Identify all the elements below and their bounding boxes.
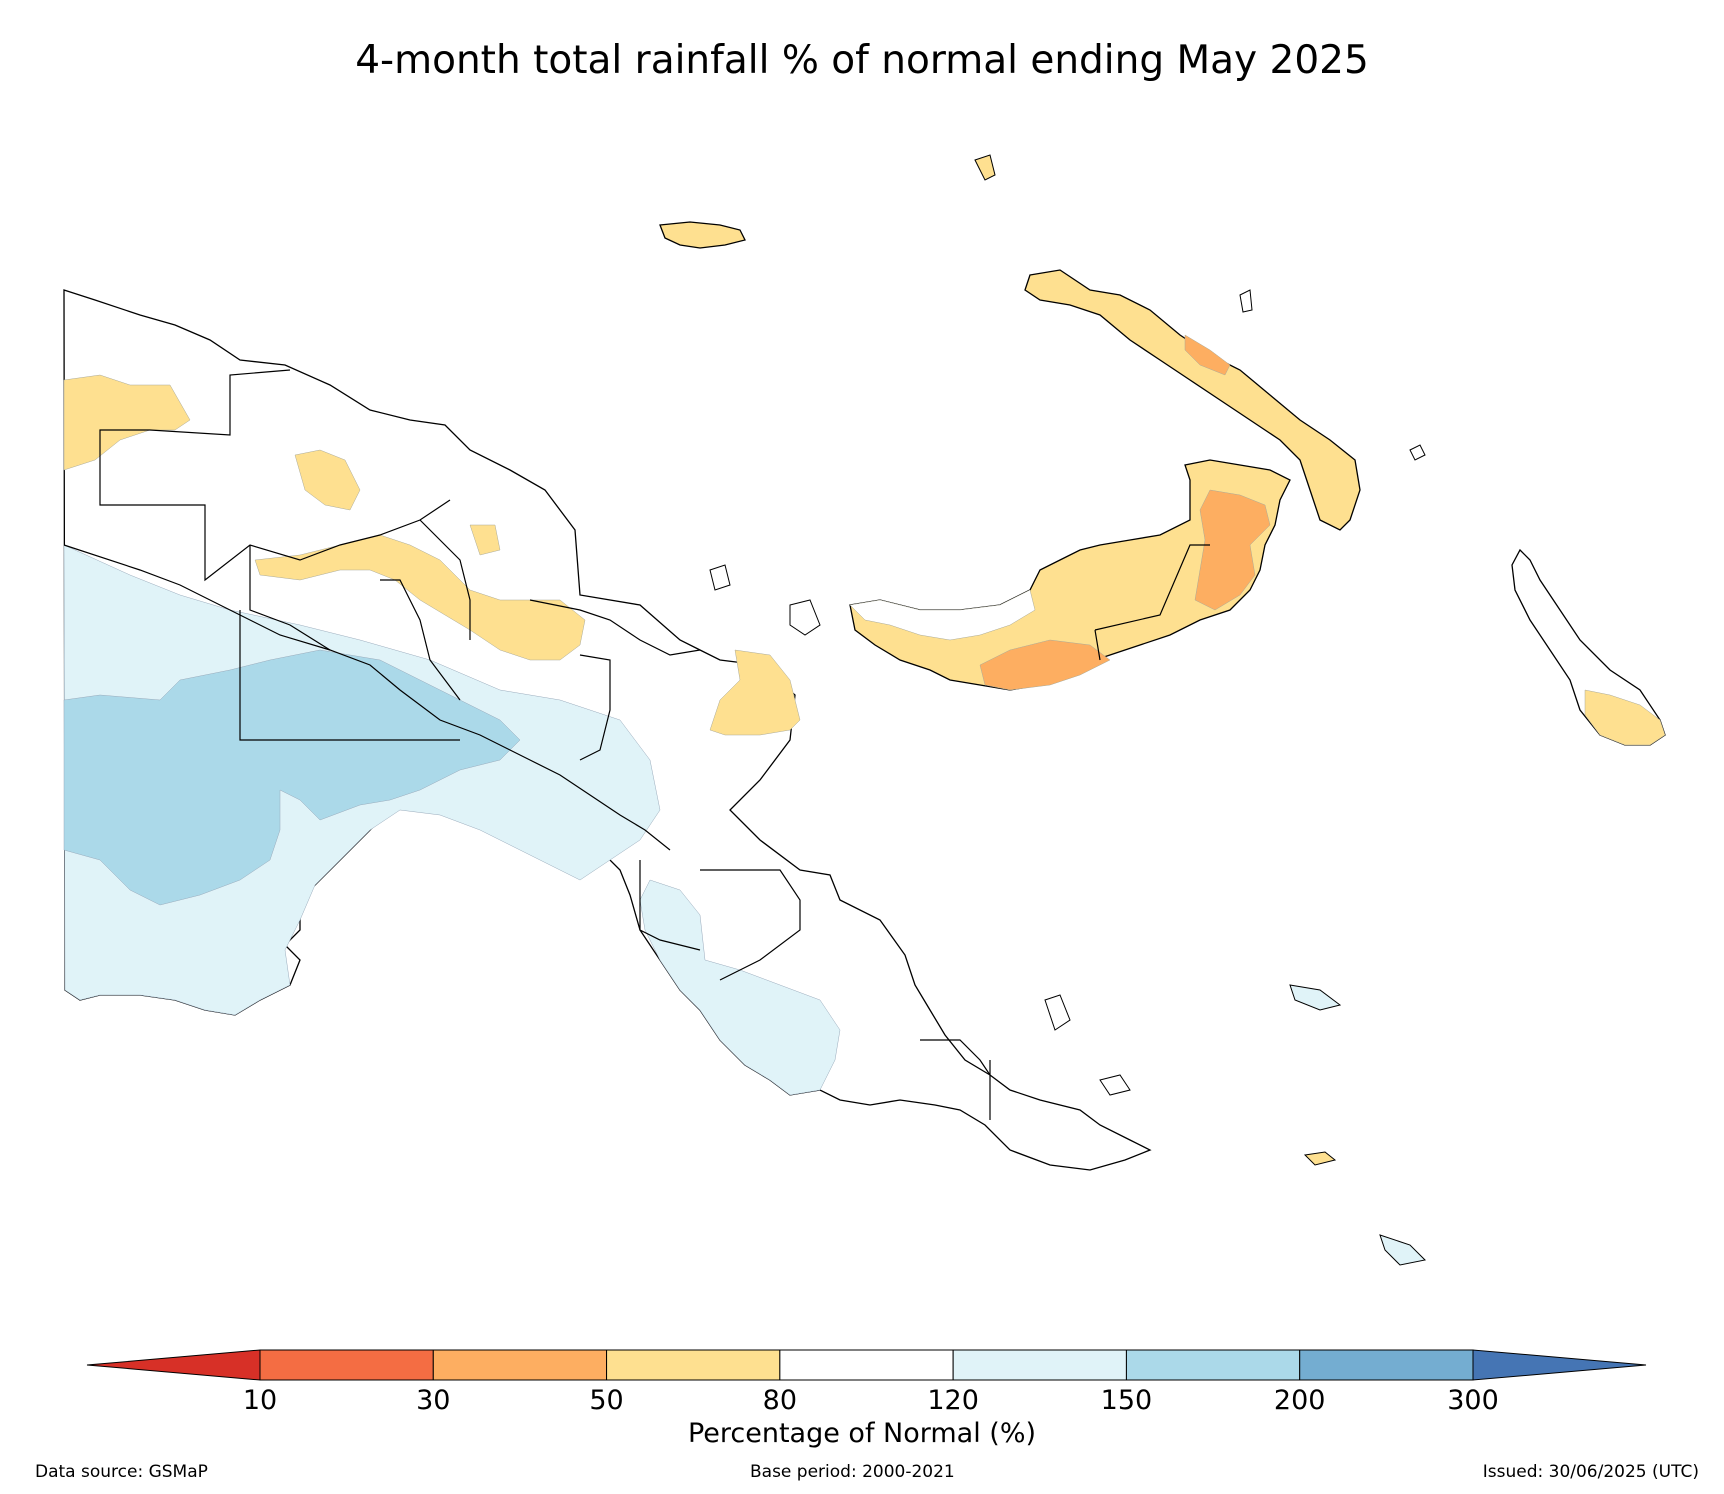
island xyxy=(1099,1074,1131,1096)
mainland-rainfall-shading xyxy=(63,374,841,1096)
colorbar-extend-low xyxy=(86,1349,261,1381)
colorbar-extend-high xyxy=(1472,1349,1647,1381)
issued-date: Issued: 30/06/2025 (UTC) xyxy=(1482,1462,1699,1482)
zone-50-80-north-c xyxy=(709,649,801,736)
colorbar-tick-label: 200 xyxy=(1273,1385,1326,1416)
border-line xyxy=(99,369,291,470)
colorbar-tick-label: 150 xyxy=(1100,1385,1153,1416)
colorbar-tick-label: 30 xyxy=(416,1385,451,1416)
zone-120-150-south xyxy=(639,879,841,1096)
provincial-boundaries xyxy=(63,369,991,1120)
border-line xyxy=(63,544,671,851)
island xyxy=(974,154,996,181)
bougainville-50-80 xyxy=(1584,689,1666,746)
island xyxy=(789,599,821,636)
zone-50-80-north-d xyxy=(469,524,501,556)
colorbar-swatch-10-30 xyxy=(259,1349,434,1381)
island xyxy=(1409,444,1426,461)
new-britain xyxy=(849,459,1291,691)
island xyxy=(1289,984,1342,1011)
colorbar-tick-label: 10 xyxy=(242,1385,278,1416)
border-line xyxy=(529,599,701,656)
colorbar-swatch-200-300 xyxy=(1299,1349,1474,1381)
base-period: Base period: 2000-2021 xyxy=(750,1462,955,1482)
new-ireland xyxy=(1024,269,1361,531)
border-line xyxy=(249,545,331,651)
small-islands xyxy=(709,154,1427,1266)
colorbar-swatch-80-120 xyxy=(779,1349,954,1381)
new-britain-30-50-south xyxy=(979,639,1111,691)
colorbar-swatch-30-50 xyxy=(432,1349,608,1381)
colorbar-title: Percentage of Normal (%) xyxy=(687,1418,1037,1449)
border-line xyxy=(380,579,461,701)
island xyxy=(709,564,731,591)
new-ireland-land xyxy=(1024,269,1361,531)
new-ireland-30-50 xyxy=(1184,334,1231,376)
colorbar-tick-label: 120 xyxy=(927,1385,979,1416)
island xyxy=(1379,1234,1427,1266)
bougainville xyxy=(1511,548,1666,746)
border-line xyxy=(700,869,801,981)
island xyxy=(1239,289,1253,313)
border-line xyxy=(419,519,471,640)
colorbar-tick-label: 80 xyxy=(762,1385,798,1416)
map-title: 4-month total rainfall % of normal endin… xyxy=(355,38,1369,83)
colorbar-tick-label: 50 xyxy=(589,1385,624,1416)
island xyxy=(1044,994,1071,1031)
border-line xyxy=(639,860,701,951)
new-britain-30-50-east xyxy=(1194,489,1271,611)
border-line xyxy=(99,470,451,582)
island xyxy=(1303,1151,1337,1166)
border-line xyxy=(579,654,611,761)
zone-50-80-north-b xyxy=(254,534,586,661)
zone-50-80-nw xyxy=(63,374,191,471)
border-line xyxy=(920,1039,991,1076)
data-source: Data source: GSMaP xyxy=(35,1462,208,1482)
zone-150-200-west xyxy=(63,649,521,906)
new-britain-white-west xyxy=(849,589,1036,641)
colorbar-swatch-50-80 xyxy=(606,1349,781,1381)
colorbar-tick-label: 300 xyxy=(1447,1385,1499,1416)
colorbar-swatch-120-150 xyxy=(952,1349,1127,1381)
colorbar-swatch-150-200 xyxy=(1125,1349,1301,1381)
province-border xyxy=(1094,544,1210,661)
zone-50-80-north-a xyxy=(294,449,361,511)
manus-island xyxy=(659,221,746,249)
border-line xyxy=(239,610,460,741)
